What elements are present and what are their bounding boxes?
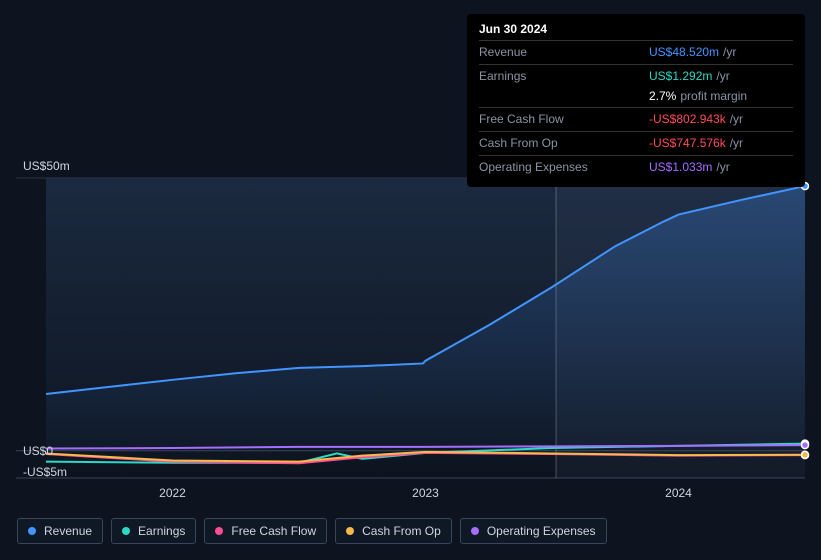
legend-item-label: Operating Expenses bbox=[487, 524, 596, 538]
legend-item-cfo[interactable]: Cash From Op bbox=[335, 518, 452, 544]
legend-item-label: Cash From Op bbox=[362, 524, 441, 538]
tooltip-row-value: -US$802.943k/yr bbox=[649, 111, 793, 128]
tooltip-row: Earnings US$1.292m/yr bbox=[479, 64, 793, 88]
tooltip-row-value: US$1.033m/yr bbox=[649, 159, 793, 176]
legend-dot-icon bbox=[215, 527, 223, 535]
tooltip-row-value: 2.7%profit margin bbox=[649, 88, 793, 105]
xtick-label: 2022 bbox=[159, 486, 186, 500]
xtick-label: 2023 bbox=[412, 486, 439, 500]
tooltip-title: Jun 30 2024 bbox=[479, 22, 793, 40]
tooltip-row: 2.7%profit margin bbox=[479, 88, 793, 108]
ytick-label: US$0 bbox=[23, 444, 53, 458]
legend-dot-icon bbox=[122, 527, 130, 535]
legend-item-fcf[interactable]: Free Cash Flow bbox=[204, 518, 327, 544]
legend-item-revenue[interactable]: Revenue bbox=[17, 518, 103, 544]
chart-tooltip: Jun 30 2024 Revenue US$48.520m/yr Earnings… bbox=[467, 14, 805, 187]
tooltip-row-value: US$1.292m/yr bbox=[649, 68, 793, 85]
financials-chart: US$50m US$0 -US$5m 2022 2023 2024 Jun 30 202… bbox=[0, 0, 821, 560]
tooltip-row-value: US$48.520m/yr bbox=[649, 44, 793, 61]
tooltip-row: Cash From Op -US$747.576k/yr bbox=[479, 131, 793, 155]
chart-legend: Revenue Earnings Free Cash Flow Cash From O… bbox=[17, 518, 607, 544]
tooltip-row-value: -US$747.576k/yr bbox=[649, 135, 793, 152]
legend-item-label: Revenue bbox=[44, 524, 92, 538]
series-end-marker-cfo bbox=[802, 451, 809, 458]
tooltip-row-label: Cash From Op bbox=[479, 135, 599, 152]
tooltip-row-label: Operating Expenses bbox=[479, 159, 599, 176]
legend-item-label: Earnings bbox=[138, 524, 185, 538]
tooltip-row: Free Cash Flow -US$802.943k/yr bbox=[479, 107, 793, 131]
xtick-label: 2024 bbox=[665, 486, 692, 500]
legend-item-earnings[interactable]: Earnings bbox=[111, 518, 196, 544]
ytick-label: -US$5m bbox=[23, 465, 67, 479]
legend-dot-icon bbox=[28, 527, 36, 535]
tooltip-row: Operating Expenses US$1.033m/yr bbox=[479, 155, 793, 179]
series-end-marker-opex bbox=[802, 442, 809, 449]
legend-dot-icon bbox=[346, 527, 354, 535]
legend-item-opex[interactable]: Operating Expenses bbox=[460, 518, 607, 544]
legend-dot-icon bbox=[471, 527, 479, 535]
tooltip-row-label: Free Cash Flow bbox=[479, 111, 599, 128]
tooltip-row-label bbox=[479, 88, 599, 105]
tooltip-row: Revenue US$48.520m/yr bbox=[479, 40, 793, 64]
ytick-label: US$50m bbox=[23, 159, 70, 173]
tooltip-row-label: Revenue bbox=[479, 44, 599, 61]
legend-item-label: Free Cash Flow bbox=[231, 524, 316, 538]
tooltip-row-label: Earnings bbox=[479, 68, 599, 85]
